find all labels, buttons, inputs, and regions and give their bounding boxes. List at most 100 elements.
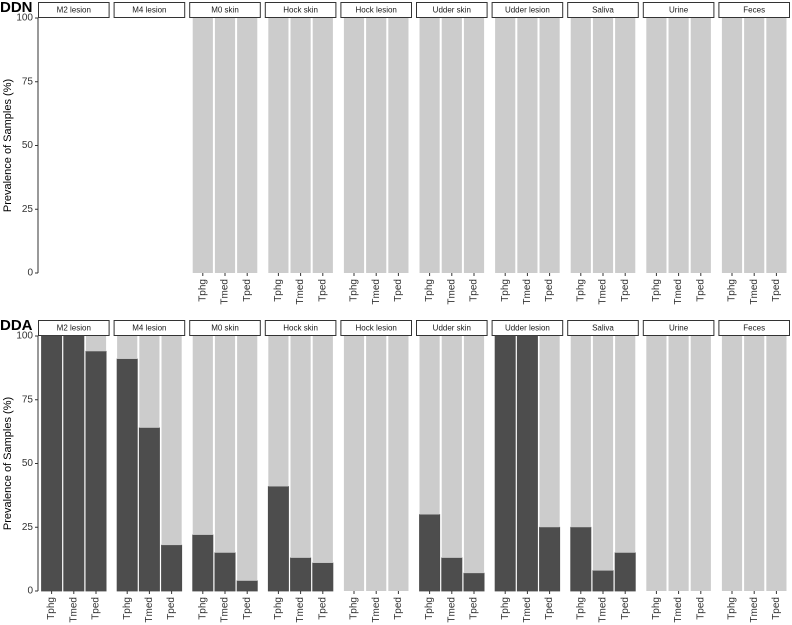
y-axis-label: Prevalence of Samples (%) bbox=[2, 79, 14, 212]
x-tick-label: Tped bbox=[242, 597, 253, 620]
x-tick-label: Tmed bbox=[673, 279, 684, 305]
x-tick-label: Tphg bbox=[500, 279, 511, 302]
bar-segment bbox=[766, 18, 787, 273]
bar-segment bbox=[192, 18, 213, 273]
panel-title: DDA bbox=[0, 317, 33, 334]
facet-label: Saliva bbox=[592, 6, 614, 15]
bar-segment bbox=[463, 336, 485, 574]
x-tick-label: Tmed bbox=[371, 279, 382, 305]
facet-strip bbox=[113, 2, 186, 18]
facet-strip bbox=[642, 320, 715, 336]
bar-segment bbox=[41, 335, 63, 592]
facet-strip bbox=[340, 2, 412, 18]
x-tick-label: Tphg bbox=[273, 279, 284, 302]
bar-segment bbox=[236, 580, 258, 592]
bar-segment bbox=[161, 544, 183, 592]
x-tick-label: Tped bbox=[393, 279, 404, 302]
bar-segment bbox=[592, 570, 614, 592]
bar-segment bbox=[419, 18, 440, 273]
y-tick-label: 100 bbox=[16, 13, 33, 24]
x-tick-label: Tphg bbox=[46, 597, 57, 620]
x-tick-label: Tphg bbox=[651, 597, 662, 620]
facet-label: M0 skin bbox=[211, 6, 239, 15]
bar-segment bbox=[570, 336, 591, 528]
bar-segment bbox=[441, 336, 462, 558]
facet-label: Hock skin bbox=[283, 6, 318, 15]
facet-strip bbox=[718, 320, 791, 336]
x-tick-label: Tphg bbox=[575, 279, 586, 302]
bar-segment bbox=[495, 18, 516, 273]
x-tick-label: Tmed bbox=[220, 279, 231, 305]
x-tick-label: Tped bbox=[469, 279, 480, 302]
facet-strip bbox=[416, 320, 488, 336]
x-tick-label: Tmed bbox=[68, 597, 79, 623]
bar-segment bbox=[343, 336, 365, 591]
x-tick-label: Tmed bbox=[749, 279, 760, 305]
x-tick-label: Tmed bbox=[598, 279, 609, 305]
x-tick-label: Tphg bbox=[424, 597, 435, 620]
bar-segment bbox=[766, 336, 787, 591]
bar-segment bbox=[744, 18, 765, 273]
bar-segment bbox=[614, 552, 636, 592]
facet-label: M2 lesion bbox=[57, 6, 91, 15]
bar-segment bbox=[388, 18, 409, 273]
x-tick-label: Tped bbox=[166, 597, 177, 620]
bar-segment bbox=[290, 557, 312, 592]
facet-strip bbox=[718, 2, 791, 18]
x-tick-label: Tphg bbox=[500, 597, 511, 620]
facet-label: M2 lesion bbox=[57, 324, 91, 333]
bar-segment bbox=[721, 336, 743, 591]
bar-segment bbox=[517, 18, 538, 273]
bar-segment bbox=[237, 18, 258, 273]
facet-strip bbox=[264, 320, 337, 336]
bar-segment bbox=[116, 358, 138, 592]
bar-segment bbox=[516, 335, 538, 592]
facet-strip bbox=[189, 320, 261, 336]
x-tick-label: Tmed bbox=[295, 279, 306, 305]
x-tick-label: Tped bbox=[544, 597, 555, 620]
x-tick-label: Tphg bbox=[575, 597, 586, 620]
x-tick-label: Tphg bbox=[122, 597, 133, 620]
facet-label: Feces bbox=[743, 324, 765, 333]
panel-title: DDN bbox=[0, 0, 33, 16]
facet-label: M4 lesion bbox=[132, 6, 166, 15]
bar-segment bbox=[63, 335, 85, 592]
y-tick-label: 75 bbox=[22, 76, 34, 87]
x-tick-label: Tmed bbox=[446, 597, 457, 623]
facet-label: Hock lesion bbox=[356, 324, 397, 333]
bar-segment bbox=[138, 427, 160, 592]
x-tick-label: Tphg bbox=[197, 279, 208, 302]
bar-segment bbox=[343, 18, 365, 273]
x-tick-label: Tmed bbox=[295, 597, 306, 623]
facet-strip bbox=[340, 320, 412, 336]
facet-strip bbox=[567, 320, 639, 336]
bar-segment bbox=[366, 18, 387, 273]
facet-label: M4 lesion bbox=[132, 324, 166, 333]
x-tick-label: Tmed bbox=[446, 279, 457, 305]
facet-label: Saliva bbox=[592, 324, 614, 333]
facet-strip bbox=[264, 2, 337, 18]
bar-segment bbox=[214, 336, 236, 553]
x-tick-label: Tmed bbox=[673, 597, 684, 623]
bar-segment bbox=[539, 526, 561, 592]
bar-segment bbox=[570, 18, 591, 273]
facet-strip bbox=[416, 2, 488, 18]
x-tick-label: Tmed bbox=[749, 597, 760, 623]
x-tick-label: Tped bbox=[695, 597, 706, 620]
bar-segment bbox=[117, 336, 138, 359]
bar-segment bbox=[721, 18, 743, 273]
bar-segment bbox=[312, 18, 333, 273]
bar-segment bbox=[690, 336, 711, 591]
bar-segment bbox=[192, 534, 214, 592]
bar-segment bbox=[268, 18, 289, 273]
y-tick-label: 0 bbox=[27, 268, 33, 279]
bar-segment bbox=[539, 18, 560, 273]
facet-label: Hock lesion bbox=[356, 6, 397, 15]
y-tick-label: 100 bbox=[16, 331, 33, 342]
y-tick-label: 50 bbox=[22, 458, 34, 469]
x-tick-label: Tphg bbox=[651, 279, 662, 302]
bar-segment bbox=[139, 336, 160, 428]
facet-strip bbox=[642, 2, 715, 18]
facet-strip bbox=[38, 320, 110, 336]
